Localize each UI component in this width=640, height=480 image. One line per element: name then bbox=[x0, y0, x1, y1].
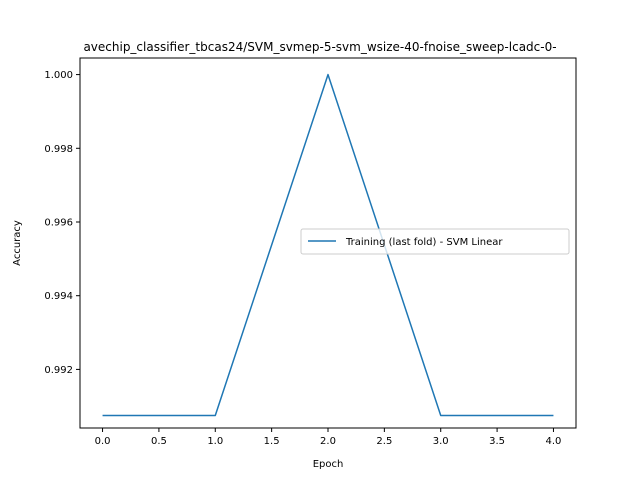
y-tick-label: 0.994 bbox=[44, 291, 73, 302]
y-tick-label: 1.000 bbox=[44, 70, 73, 81]
x-tick-label: 2.0 bbox=[320, 436, 336, 447]
series-line bbox=[102, 73, 554, 417]
legend: Training (last fold) - SVM Linear bbox=[300, 228, 570, 255]
legend-entry-label: Training (last fold) - SVM Linear bbox=[345, 237, 503, 248]
x-tick-label: 1.0 bbox=[207, 436, 223, 447]
y-axis-ticks: 0.992 0.994 0.996 0.998 1.000 bbox=[44, 70, 80, 376]
series-layer bbox=[102, 73, 554, 417]
x-tick-label: 3.5 bbox=[489, 436, 505, 447]
x-tick-label: 3.0 bbox=[433, 436, 449, 447]
x-axis-ticks: 0.0 0.5 1.0 1.5 2.0 2.5 3.0 3.5 4.0 bbox=[95, 428, 562, 447]
y-tick-label: 0.998 bbox=[44, 144, 73, 155]
y-axis-label: Accuracy bbox=[12, 220, 23, 266]
legend-box bbox=[300, 228, 570, 255]
y-tick-label: 0.996 bbox=[44, 217, 73, 228]
x-tick-label: 1.5 bbox=[264, 436, 280, 447]
chart-title: avechip_classifier_tbcas24/SVM_svmep-5-s… bbox=[83, 40, 556, 54]
x-tick-label: 0.0 bbox=[95, 436, 111, 447]
x-axis-label: Epoch bbox=[313, 459, 344, 470]
x-tick-label: 4.0 bbox=[546, 436, 562, 447]
x-tick-label: 2.5 bbox=[376, 436, 392, 447]
x-tick-label: 0.5 bbox=[151, 436, 167, 447]
y-tick-label: 0.992 bbox=[44, 365, 73, 376]
